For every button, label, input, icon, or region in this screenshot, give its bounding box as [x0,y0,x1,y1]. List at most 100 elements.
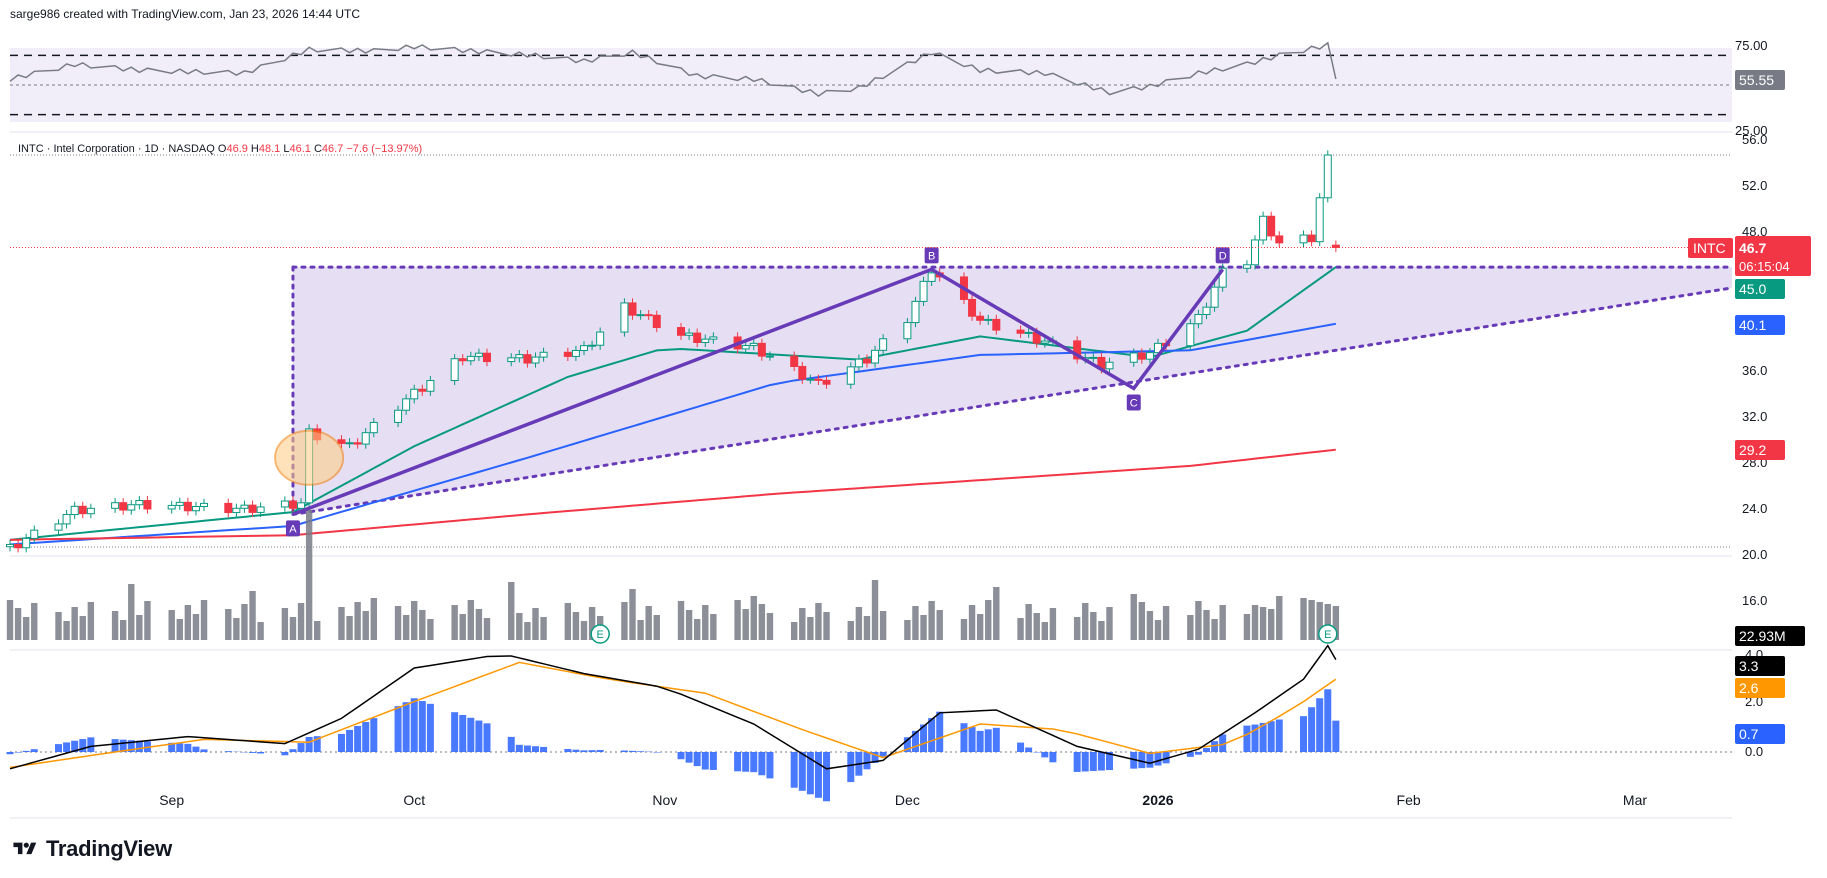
macd-histogram-bar [1130,752,1138,769]
candle [70,501,79,520]
candle-body [466,355,475,362]
volume-bar [960,619,968,640]
abcd-pattern-line [292,267,1225,517]
candle [119,498,128,515]
volume-bar [176,619,183,640]
candle [1145,348,1154,364]
candle [474,348,483,361]
macd-histogram-bar [362,722,370,752]
macd-histogram-bar [313,736,321,752]
candle-body [701,338,710,343]
candle [466,351,475,366]
ticker-label: INTC [1688,238,1733,258]
macd-histogram-bar [928,718,936,752]
macd-axis-tick: 0.0 [1745,744,1763,759]
pattern-point-label: A [289,523,297,535]
signal-value-label: 2.6 [1735,678,1785,698]
candle [232,503,241,518]
candle [1307,230,1316,247]
candle [1323,150,1332,203]
ma-blue-label-bg [1735,315,1785,335]
volume-bar [257,622,264,640]
candle-body [14,543,23,549]
candle-body [337,439,346,444]
price-axis-tick: 32.0 [1742,409,1767,424]
pattern-point-badge [924,247,939,264]
candle-body [232,507,241,514]
volume-bar [1154,620,1162,640]
volume-bar [1211,619,1218,640]
pattern-point-b: B [924,247,939,264]
macd-histogram-bar [742,752,750,772]
last-price-label: 46.7 06:15:04 [1735,236,1811,276]
macd-histogram-bar [459,714,467,752]
candle [846,362,855,389]
candle [571,345,580,362]
candle [588,340,597,351]
brand[interactable]: TradingView [10,836,172,862]
volume-bar [847,621,854,640]
candle-body [1202,306,1211,315]
macd-histogram-bar [249,752,257,753]
ma-blue-label-text: 40.1 [1739,317,1766,333]
volume-bar [1033,613,1040,640]
volume-bar [22,617,30,640]
candle-body [288,500,297,509]
candle-body [167,504,176,510]
candle [240,500,249,513]
candle-body [741,345,750,350]
macd-histogram-bar [1219,734,1227,752]
candle-body [879,338,888,351]
volume-bar [459,614,466,640]
countdown-text: 06:15:04 [1739,259,1790,274]
candle [701,334,710,348]
ema-green-label: 45.0 [1735,279,1785,299]
candle [1202,302,1211,320]
candle-body [628,302,637,316]
candle [1024,327,1033,338]
candle [968,294,977,321]
candle [1089,352,1098,363]
macd-histogram-bar [863,752,871,770]
macd-histogram-bar [127,740,135,752]
macd-histogram-bar [685,752,693,763]
volume-bar [540,617,547,640]
candle-body [200,502,209,507]
time-axis-tick: Dec [895,792,920,808]
volume-bar [1308,600,1315,640]
candle [410,384,419,404]
candle-body [54,523,63,531]
time-axis-tick: Mar [1623,792,1647,808]
candle [1275,231,1284,248]
candle-body [523,354,532,364]
ma-red-label: 29.2 [1735,440,1785,460]
volume-bar [710,614,717,640]
candle-body [418,388,427,392]
macd-histogram-bar [354,725,362,752]
volume-bar [1041,622,1049,640]
macd-histogram-bar [1105,752,1113,771]
candle-body [846,366,855,385]
volume-bar [249,591,256,640]
rsi-value-label-bg [1735,70,1785,90]
candle [1210,282,1219,312]
price-change: −7.6 (−13.97%) [346,143,422,155]
volume-bar [993,587,1000,640]
ohlc-value: 46.1 [289,143,313,155]
volume-bar [572,612,580,640]
macd-histogram-bar [1097,752,1105,771]
candle-body [111,502,120,509]
time-axis-tick: Sep [159,792,184,808]
candle [693,328,702,348]
ma-red-label-text: 29.2 [1739,442,1766,458]
macd-histogram-bar [1162,752,1170,764]
rsi-axis-tick: 25.00 [1735,123,1768,138]
volume-bar [184,605,192,640]
macd-histogram-bar [111,739,119,752]
candle [685,328,694,340]
volume-bar [225,609,232,640]
volume-bar [645,606,652,640]
candle [798,361,807,384]
candle-body [1275,235,1284,244]
